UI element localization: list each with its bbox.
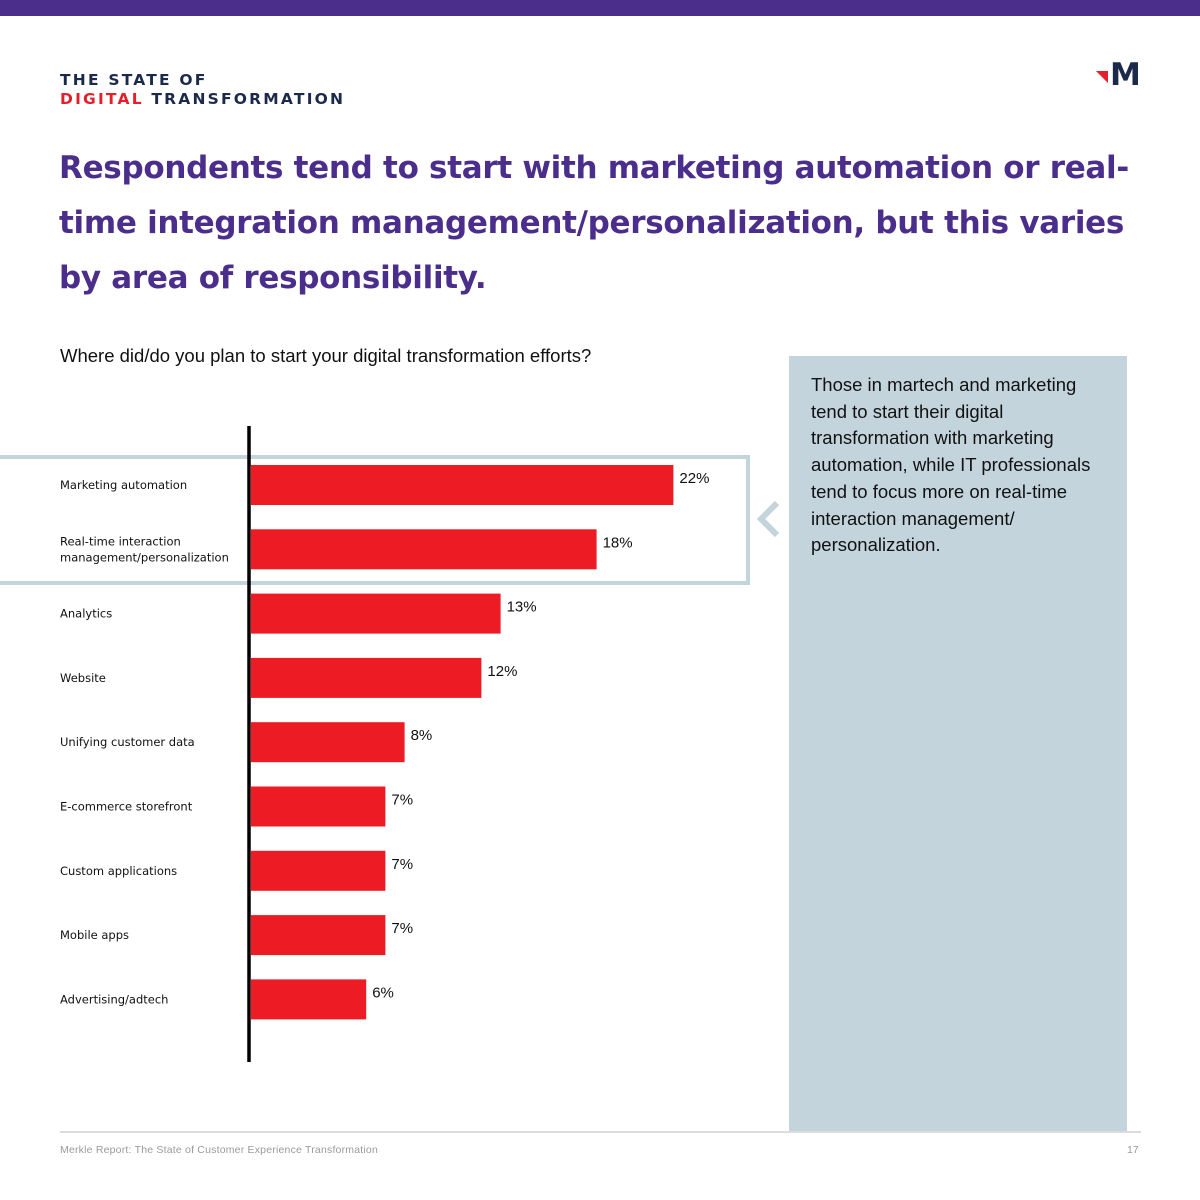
category-label-6: Custom applications [60,864,177,878]
category-label-8: Advertising/adtech [60,992,168,1006]
value-label-8: 6% [372,984,394,1001]
category-label-2: Analytics [60,607,112,621]
footer-report-title: Merkle Report: The State of Customer Exp… [60,1144,379,1156]
category-label-4: Unifying customer data [60,735,195,749]
top-accent-bar [0,0,1200,16]
bar-3 [251,657,482,698]
category-label-7: Mobile apps [60,928,129,942]
footer-divider [60,1131,1141,1133]
category-label-5: E-commerce storefront [60,800,193,814]
logo-letter: M [1110,59,1141,87]
bar-7 [251,915,386,956]
value-label-2: 13% [507,599,537,616]
report-brand: THE STATE OF DIGITAL TRANSFORMATION [60,71,345,109]
highlight-frame [0,455,750,585]
value-label-7: 7% [391,920,413,937]
page-headline: Respondents tend to start with marketing… [59,150,1129,296]
category-label-1: Real-time interaction management/personal… [60,534,229,564]
category-label-0: Marketing automation [60,478,187,492]
m-logo-icon: M [1096,59,1141,87]
bar-5 [251,786,386,827]
value-label-3: 12% [487,663,517,680]
side-note-panel [789,356,1127,1132]
value-label-6: 7% [391,856,413,873]
bar-0 [251,465,674,505]
value-label-0: 22% [679,470,709,487]
bar-6 [251,850,386,891]
value-label-1: 18% [603,534,633,551]
side-note-text: Those in martech and marketing tend to s… [811,374,1091,556]
bar-8 [251,979,367,1020]
bar-1 [251,529,597,570]
brand-word-digital: DIGITAL [60,90,144,108]
page-number: 17 [1127,1144,1139,1156]
brand-word-transformation: TRANSFORMATION [143,90,346,108]
chevron-left-icon [756,500,780,538]
bar-chart: 22% Marketing automation 18% Real-time inte… [60,426,709,1062]
chart-question: Where did/do you plan to start your digi… [60,345,592,366]
bar-4 [251,722,405,763]
bar-2 [251,593,501,634]
value-label-4: 8% [411,727,433,744]
brand-line-1: THE STATE OF [60,71,208,89]
value-label-5: 7% [391,792,413,809]
category-label-3: Website [60,671,106,685]
brand-line-2: DIGITAL TRANSFORMATION [60,90,345,109]
